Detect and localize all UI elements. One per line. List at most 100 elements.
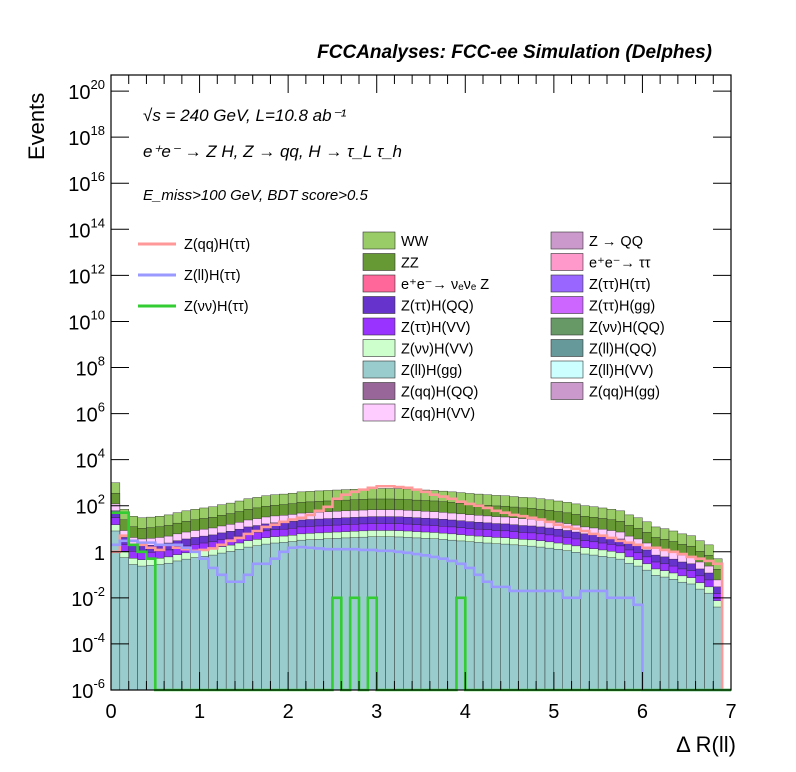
legend-swatch-5 <box>362 339 396 357</box>
legend-swatch-0 <box>362 231 396 250</box>
stack-bar-6-0 <box>110 530 121 691</box>
legend-swatch-12 <box>550 296 584 314</box>
legend-swatch-9 <box>550 231 584 250</box>
legend-swatch-10 <box>550 253 584 271</box>
legend-label-bg-14: Z(ll)H(QQ) <box>589 342 657 358</box>
legend-swatch-8 <box>362 403 396 422</box>
y-tick-label-2: 10-2 <box>71 584 105 611</box>
stack-bar-6-30 <box>376 536 386 691</box>
legend-swatch-6 <box>362 360 396 379</box>
plot-frame <box>110 74 732 691</box>
legend-swatch-15 <box>550 360 584 379</box>
y-tick-label-0: 10-6 <box>71 676 105 703</box>
stack-bar-6-5 <box>155 564 165 691</box>
stack-bar-6-4 <box>146 565 156 691</box>
stack-bar-6-68 <box>713 606 723 691</box>
stack-bar-6-22 <box>305 539 315 691</box>
stack-bar-6-15 <box>243 546 253 691</box>
stack-bar-6-66 <box>695 588 705 691</box>
legend-label-bg-9: Z → QQ <box>589 234 643 250</box>
legend-label-bg-16: Z(qq)H(gg) <box>589 385 660 401</box>
stack-bar-6-16 <box>252 545 262 691</box>
y-tick-label-6: 106 <box>76 400 105 427</box>
stack-bar-6-58 <box>624 562 634 691</box>
legend-swatch-1 <box>362 253 396 271</box>
legend-label-bg-12: Z(ττ)H(gg) <box>589 299 655 315</box>
legend-swatch-3 <box>362 296 396 314</box>
x-tick-label-6: 6 <box>637 701 648 723</box>
signal-line-1 <box>111 539 731 692</box>
y-tick-label-12: 1018 <box>68 123 105 150</box>
stack-bar-6-37 <box>438 539 448 691</box>
stack-bar-6-14 <box>234 549 245 691</box>
legend-swatch-16 <box>550 382 584 400</box>
legend-label-bg-10: e⁺e⁻→ ττ <box>589 256 651 272</box>
signal-line-0 <box>111 484 731 692</box>
stack-bar-6-55 <box>597 556 608 691</box>
stack-bar-6-67 <box>704 592 714 691</box>
y-tick-label-8: 1010 <box>68 307 105 334</box>
stack-bar-6-7 <box>172 560 183 691</box>
legend-swatch-14 <box>550 339 584 357</box>
y-tick-label-4: 102 <box>76 492 105 519</box>
x-tick-label-5: 5 <box>548 701 559 723</box>
stack-bar-6-54 <box>589 554 599 691</box>
stack-bar-6-20 <box>287 541 298 691</box>
stack-bar-6-34 <box>411 537 422 691</box>
stack-bar-6-6 <box>163 562 174 691</box>
stack-bar-6-40 <box>465 541 475 691</box>
stack-bar-6-51 <box>562 550 572 691</box>
legend-label-bg-11: Z(ττ)H(ττ) <box>589 277 651 293</box>
stack-bar-6-18 <box>270 542 280 691</box>
stack-bar-6-59 <box>633 565 643 691</box>
stack-bar-6-57 <box>615 558 625 691</box>
stack-bar-6-1 <box>119 557 129 691</box>
stack-bar-6-52 <box>571 552 581 691</box>
y-tick-label-1: 10-4 <box>71 630 105 657</box>
y-tick-label-11: 1016 <box>68 169 105 196</box>
stack-bar-6-43 <box>491 543 501 691</box>
legend: Z(qq)H(ττ) Z(ll)H(ττ) Z(νν)H(ττ) WW ZZ e⁺e⁻→ … <box>138 231 665 422</box>
stack-bar-6-53 <box>580 553 590 691</box>
stack-bar-6-35 <box>420 538 431 691</box>
chart-title: FCCAnalyses: FCC-ee Simulation (Delphes) <box>317 42 712 63</box>
stack-bar-6-27 <box>349 537 360 691</box>
stack-bar-6-36 <box>429 538 439 691</box>
annotation-process: e⁺e⁻ → Z H, Z → qq, H → τ_L τ_h <box>143 142 402 161</box>
stack-bar-6-24 <box>323 538 333 691</box>
legend-label-signal-0: Z(qq)H(ττ) <box>184 237 250 253</box>
stack-bar-6-50 <box>553 549 563 691</box>
y-tick-label-7: 108 <box>76 354 105 381</box>
x-tick-label-0: 0 <box>105 701 116 723</box>
legend-label-bg-0: WW <box>401 234 429 250</box>
stack-bar-6-31 <box>385 536 395 691</box>
stack-bar-6-13 <box>225 551 236 691</box>
legend-label-bg-4: Z(ττ)H(VV) <box>401 320 470 336</box>
y-tick-label-5: 104 <box>76 446 105 473</box>
stack-bar-6-49 <box>544 547 555 691</box>
legend-label-bg-2: e⁺e⁻→ νₑνₑ Z <box>401 277 489 293</box>
y-tick-label-13: 1020 <box>68 77 105 104</box>
stack-bar-6-28 <box>358 536 369 691</box>
stack-bar-6-32 <box>394 536 404 691</box>
x-axis-ticks: 0 1 2 3 4 5 6 7 <box>105 75 737 723</box>
stack-bar-6-56 <box>606 557 617 691</box>
stack-bar-6-29 <box>367 536 377 691</box>
annotation-energy-lumi: √s = 240 GeV, L=10.8 ab⁻¹ <box>143 106 347 125</box>
x-tick-label-4: 4 <box>460 701 471 723</box>
stack-bar-6-17 <box>261 543 271 691</box>
x-tick-label-7: 7 <box>725 701 736 723</box>
legend-label-bg-1: ZZ <box>401 256 419 272</box>
legend-label-signal-2: Z(νν)H(ττ) <box>184 299 249 315</box>
y-axis-ticks: 10-6 10-4 10-2 1 102 104 106 108 1010 1012 1014 101… <box>68 77 731 703</box>
x-axis-label: Δ R(ll) <box>676 732 736 757</box>
stack-bar-6-11 <box>208 554 218 691</box>
legend-label-bg-13: Z(νν)H(QQ) <box>589 320 665 336</box>
y-tick-label-10: 1014 <box>68 215 105 242</box>
legend-label-bg-5: Z(νν)H(VV) <box>401 342 474 358</box>
stack-bar-6-65 <box>686 583 696 691</box>
stack-bar-6-8 <box>181 558 191 691</box>
legend-label-bg-6: Z(ll)H(gg) <box>401 363 462 379</box>
y-tick-label-3: 1 <box>94 543 105 565</box>
stack-bar-6-9 <box>190 557 200 691</box>
